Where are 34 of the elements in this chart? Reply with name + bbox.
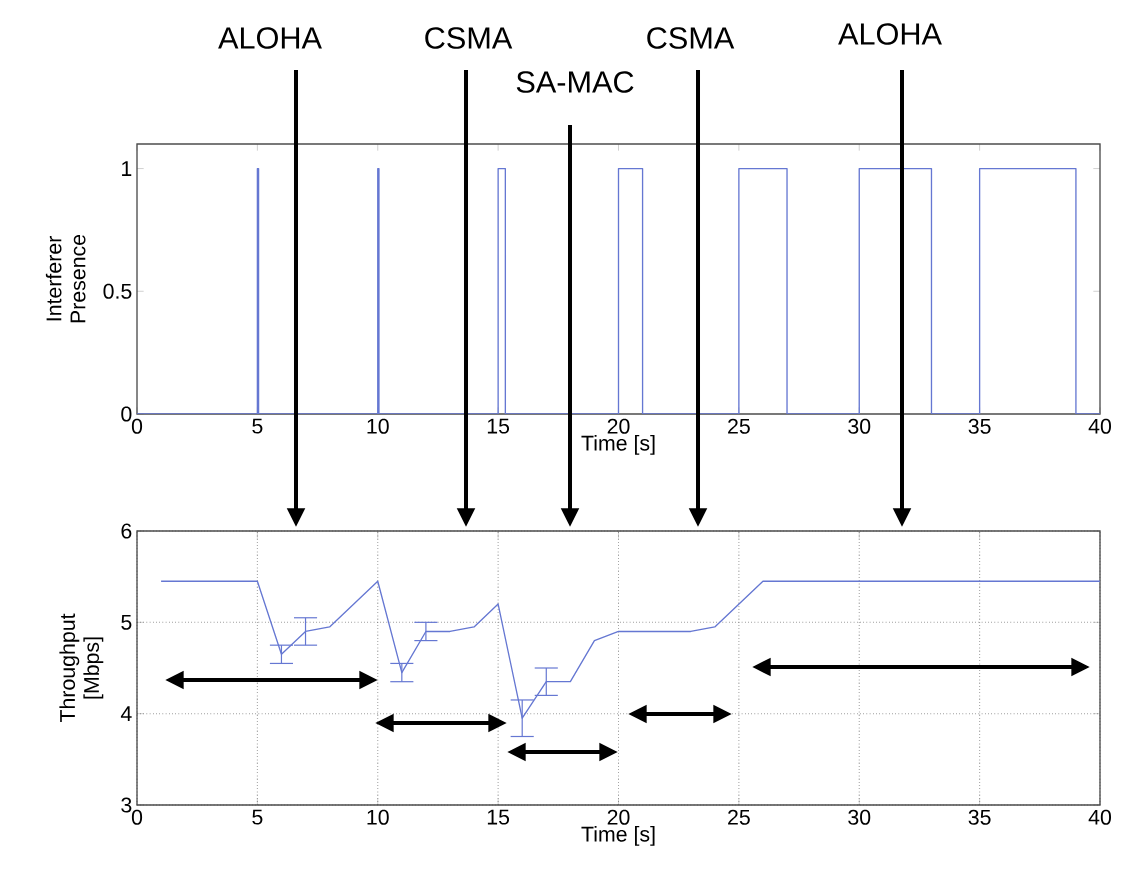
text: ALOHA bbox=[218, 27, 322, 49]
text: ALOHA bbox=[838, 23, 942, 45]
text: SA-MAC bbox=[516, 71, 634, 93]
x-tick-label: 25 bbox=[728, 809, 750, 825]
y-axis-title: Interferer Presence bbox=[45, 234, 86, 323]
x-tick-label: 15 bbox=[487, 418, 510, 434]
x-axis-title: Time [s] bbox=[581, 825, 655, 846]
x-tick-label: 30 bbox=[848, 809, 871, 825]
x-tick-label: 20 bbox=[607, 809, 630, 825]
text: CSMA bbox=[425, 27, 513, 49]
x-tick-label: 35 bbox=[968, 418, 991, 434]
x-tick-label: 5 bbox=[252, 418, 263, 434]
y-tick-label: 0 bbox=[121, 406, 132, 422]
x-tick-label: 10 bbox=[367, 418, 389, 434]
x-tick-label: 5 bbox=[252, 809, 263, 825]
x-tick-label: 0 bbox=[131, 418, 143, 434]
x-tick-label: 20 bbox=[607, 418, 630, 434]
y-tick-label: 3 bbox=[121, 797, 132, 813]
x-tick-label: 10 bbox=[367, 809, 389, 825]
y-axis-title: Throughput [Mbps] bbox=[59, 613, 104, 723]
y-tick-label: 4 bbox=[120, 706, 132, 721]
y-tick-label: 6 bbox=[121, 523, 132, 539]
x-tick-label: 40 bbox=[1088, 418, 1112, 434]
x-tick-label: 0 bbox=[131, 809, 143, 825]
x-tick-label: 25 bbox=[728, 418, 750, 434]
y-tick-label: 1 bbox=[122, 161, 132, 176]
y-tick-label: 0.5 bbox=[103, 283, 132, 299]
x-tick-label: 35 bbox=[968, 809, 991, 825]
x-tick-label: 30 bbox=[848, 418, 871, 434]
x-tick-label: 15 bbox=[487, 809, 510, 825]
text: CSMA bbox=[647, 27, 735, 49]
x-axis-title: Time [s] bbox=[581, 434, 655, 455]
x-tick-label: 40 bbox=[1088, 809, 1112, 825]
y-tick-label: 5 bbox=[121, 614, 132, 630]
